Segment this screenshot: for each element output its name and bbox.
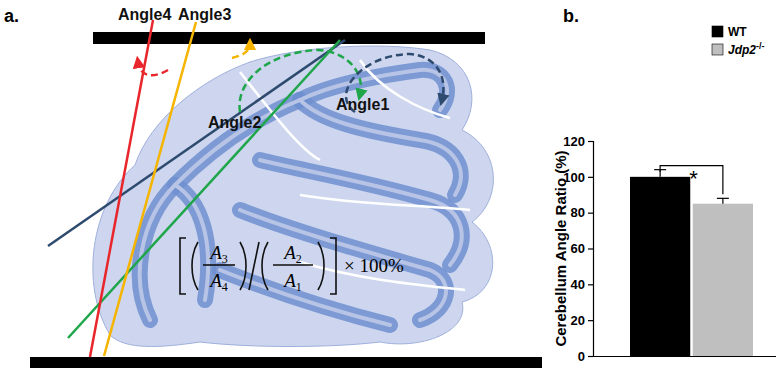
top-plate: [93, 32, 485, 44]
fraction-bar: [273, 264, 313, 266]
angle-label: Angle4: [118, 6, 171, 23]
y-tick: 60: [571, 241, 593, 256]
y-tick: 20: [571, 313, 593, 328]
x-axis-line: [593, 356, 776, 357]
y-tick-label: 40: [571, 277, 585, 292]
angle-line: [90, 20, 153, 357]
angle-line: [104, 22, 196, 356]
panel-label: b.: [563, 6, 579, 26]
y-tick: 120: [563, 134, 593, 149]
formula-term: A2: [282, 242, 302, 266]
y-tick-mark: [588, 320, 593, 321]
paren: [318, 242, 324, 290]
formula-term: A3: [208, 242, 228, 266]
formula-term: A4: [208, 270, 228, 294]
y-tick-label: 60: [571, 241, 585, 256]
slash: [249, 242, 259, 290]
bars: [630, 170, 753, 356]
panel-b: b.*020406080100120Cerebellum Angle Ratio…: [552, 6, 776, 364]
y-tick-mark: [588, 248, 593, 249]
paren: [192, 242, 198, 290]
y-tick-label: 0: [578, 349, 585, 364]
y-tick-label: 20: [571, 313, 585, 328]
error-bar: [717, 198, 729, 203]
legend-entry: Jdp2-/-: [728, 41, 765, 57]
angle-line: [48, 40, 345, 246]
formula-term: A1: [282, 270, 302, 294]
y-tick-mark: [588, 284, 593, 285]
x-axis: [593, 356, 776, 358]
figure: a. Angle1 Angle2 Angle3 Angle4 A3 A4 A2 A1 × 100%…: [0, 0, 778, 371]
angle-label: Angle3: [178, 6, 231, 23]
bottom-plate: [30, 357, 542, 368]
angle-line: [68, 40, 340, 338]
y-tick-mark: [588, 356, 593, 357]
legend: WT Jdp2-/-: [712, 25, 765, 57]
error-stem: [722, 198, 723, 203]
y-tick-mark: [588, 141, 593, 142]
paren: [240, 242, 246, 290]
bracket: [180, 238, 186, 294]
y-tick-mark: [588, 213, 593, 214]
error-cap: [717, 198, 729, 199]
panel-label: a.: [4, 6, 19, 26]
y-axis-line: [588, 142, 594, 357]
y-tick: 40: [571, 277, 593, 292]
angle-label: Angle1: [336, 96, 389, 113]
significance-star: *: [689, 166, 698, 191]
y-tick: 80: [571, 205, 593, 220]
panel-a: a. Angle1 Angle2 Angle3 Angle4 A3 A4 A2 A1 × 100%: [4, 6, 542, 368]
significance-bracket: [660, 166, 723, 195]
bar: [693, 204, 753, 356]
paren: [262, 242, 268, 290]
legend-entry: WT: [728, 25, 747, 39]
bar: [630, 177, 690, 356]
formula-suffix: × 100%: [344, 255, 404, 276]
y-tick-label: 120: [563, 134, 585, 149]
y-tick-mark: [588, 177, 593, 178]
formula: A3 A4 A2 A1 × 100%: [180, 238, 404, 294]
angle-label: Angle2: [208, 114, 261, 131]
fraction-bar: [203, 264, 235, 266]
legend-swatch: [712, 26, 723, 37]
legend-swatch: [712, 44, 723, 55]
angle-arc: [138, 62, 168, 75]
y-tick-label: 80: [571, 205, 585, 220]
angle-arc: [232, 44, 250, 58]
y-tick: 0: [578, 349, 593, 364]
bracket: [330, 238, 336, 294]
y-axis-title: Cerebellum Angle Ratio (%): [552, 150, 569, 346]
